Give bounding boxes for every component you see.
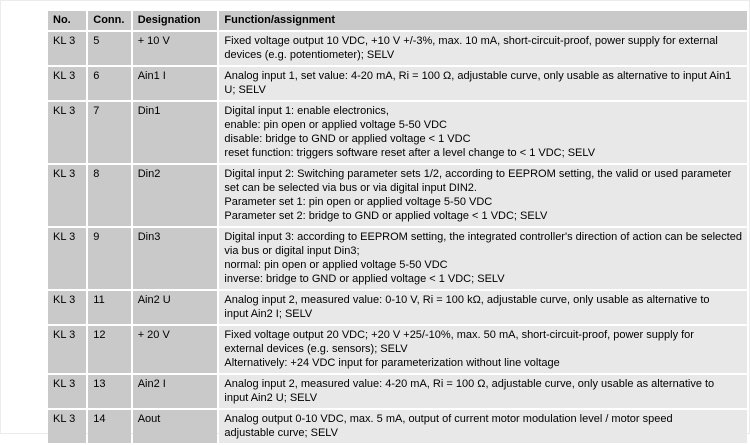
table-row: KL 3 9 Din3 Digital input 3: according to E…	[48, 228, 747, 289]
function-line: adjustable curve; SELV	[224, 427, 338, 439]
cell-designation: Aout	[132, 410, 218, 443]
function-line: U; SELV	[224, 84, 266, 96]
function-line: Fixed voltage output 10 VDC, +10 V +/-3%…	[224, 35, 718, 47]
cell-conn: 8	[88, 165, 131, 226]
table-row: KL 3 5 + 10 V Fixed voltage output 10 VDC, …	[48, 32, 747, 65]
function-line: Analog input 2, measured value: 4-20 mA,…	[224, 378, 715, 390]
cell-function: Digital input 3: according to EEPROM set…	[219, 228, 747, 289]
function-line: Analog input 1, set value: 4-20 mA, Ri =…	[224, 70, 732, 82]
cell-designation: Din1	[132, 102, 218, 163]
cell-conn: 13	[88, 375, 131, 408]
function-line: input Ain2 U; SELV	[224, 392, 318, 404]
function-line: Digital input 1: enable electronics,	[224, 105, 389, 117]
function-line: Alternatively: +24 VDC input for paramet…	[224, 357, 560, 369]
function-line: input Ain2 I; SELV	[224, 308, 313, 320]
function-line: devices (e.g. potentiometer); SELV	[224, 49, 395, 61]
cell-no: KL 3	[48, 291, 87, 324]
cell-function: Analog input 2, measured value: 0-10 V, …	[219, 291, 747, 324]
cell-designation: Ain1 I	[132, 67, 218, 100]
cell-designation: Din3	[132, 228, 218, 289]
function-line: Analog input 2, measured value: 0-10 V, …	[224, 294, 710, 306]
cell-conn: 6	[88, 67, 131, 100]
table-row: KL 3 12 + 20 V Fixed voltage output 20 VDC;…	[48, 326, 747, 373]
cell-no: KL 3	[48, 165, 87, 226]
cell-function: Analog input 2, measured value: 4-20 mA,…	[219, 375, 747, 408]
cell-conn: 5	[88, 32, 131, 65]
function-line: Fixed voltage output 20 VDC; +20 V +25/-…	[224, 329, 694, 341]
table-body: KL 3 5 + 10 V Fixed voltage output 10 VDC, …	[48, 32, 747, 443]
cell-no: KL 3	[48, 375, 87, 408]
table-row: KL 3 14 Aout Analog output 0-10 VDC, max. 5…	[48, 410, 747, 443]
function-line: via bus or digital input Din3;	[224, 245, 360, 257]
function-line: reset function: triggers software reset …	[224, 147, 596, 159]
table-row: KL 3 8 Din2 Digital input 2: Switching para…	[48, 165, 747, 226]
table-row: KL 3 6 Ain1 I Analog input 1, set value: 4-…	[48, 67, 747, 100]
table-row: KL 3 7 Din1 Digital input 1: enable electro…	[48, 102, 747, 163]
function-line: enable: pin open or applied voltage 5-50…	[224, 119, 448, 131]
cell-conn: 9	[88, 228, 131, 289]
function-line: Digital input 2: Switching parameter set…	[224, 168, 732, 180]
table-row: KL 3 11 Ain2 U Analog input 2, measured val…	[48, 291, 747, 324]
cell-no: KL 3	[48, 410, 87, 443]
cell-function: Fixed voltage output 20 VDC; +20 V +25/-…	[219, 326, 747, 373]
function-line: Analog output 0-10 VDC, max. 5 mA, outpu…	[224, 413, 673, 425]
cell-no: KL 3	[48, 102, 87, 163]
cell-conn: 7	[88, 102, 131, 163]
cell-conn: 12	[88, 326, 131, 373]
function-line: set can be selected via bus or via digit…	[224, 182, 477, 194]
table-row: KL 3 13 Ain2 I Analog input 2, measured val…	[48, 375, 747, 408]
cell-function: Analog input 1, set value: 4-20 mA, Ri =…	[219, 67, 747, 100]
cell-designation: + 20 V	[132, 326, 218, 373]
cell-function: Analog output 0-10 VDC, max. 5 mA, outpu…	[219, 410, 747, 443]
function-line: inverse: bridge to GND or applied voltag…	[224, 273, 505, 285]
cell-function: Digital input 2: Switching parameter set…	[219, 165, 747, 226]
function-line: normal: pin open or applied voltage 5-50…	[224, 259, 448, 271]
cell-no: KL 3	[48, 32, 87, 65]
cell-designation: + 10 V	[132, 32, 218, 65]
cell-designation: Ain2 U	[132, 291, 218, 324]
function-line: Parameter set 1: pin open or applied vol…	[224, 196, 493, 208]
function-line: disable: bridge to GND or applied voltag…	[224, 133, 471, 145]
cell-conn: 11	[88, 291, 131, 324]
column-header-no: No.	[48, 11, 87, 30]
function-line: Digital input 3: according to EEPROM set…	[224, 231, 742, 243]
cell-no: KL 3	[48, 228, 87, 289]
cell-no: KL 3	[48, 326, 87, 373]
cell-designation: Din2	[132, 165, 218, 226]
table-container: No. Conn. Designation Function/assignmen…	[46, 9, 749, 445]
connection-assignment-table: No. Conn. Designation Function/assignmen…	[46, 9, 749, 445]
cell-no: KL 3	[48, 67, 87, 100]
cell-function: Digital input 1: enable electronics, enab…	[219, 102, 747, 163]
column-header-conn: Conn.	[88, 11, 131, 30]
cell-designation: Ain2 I	[132, 375, 218, 408]
column-header-designation: Designation	[132, 11, 218, 30]
column-header-function: Function/assignment	[219, 11, 747, 30]
function-line: Parameter set 2: bridge to GND or applie…	[224, 210, 548, 222]
function-line: external devices (e.g. sensors); SELV	[224, 343, 408, 355]
cell-function: Fixed voltage output 10 VDC, +10 V +/-3%…	[219, 32, 747, 65]
table-header-row: No. Conn. Designation Function/assignmen…	[48, 11, 747, 30]
cell-conn: 14	[88, 410, 131, 443]
